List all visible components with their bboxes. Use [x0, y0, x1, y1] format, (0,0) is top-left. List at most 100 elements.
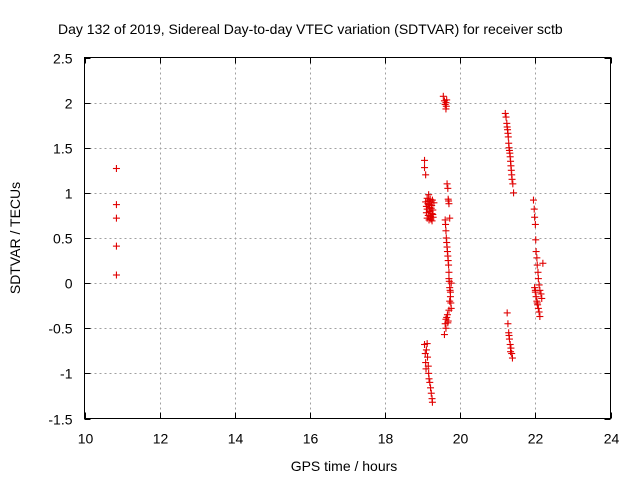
- axis-ticks: [84, 57, 612, 420]
- data-point: [444, 319, 452, 327]
- x-tick-label: 20: [453, 431, 469, 447]
- data-point: [443, 311, 451, 319]
- y-tick-label: -1.5: [48, 412, 72, 428]
- data-point: [427, 389, 435, 397]
- data-point: [112, 214, 120, 222]
- data-point: [502, 113, 510, 121]
- data-point: [536, 313, 544, 321]
- data-point: [447, 279, 455, 287]
- data-point: [532, 293, 540, 301]
- data-point: [428, 210, 436, 218]
- data-point: [428, 217, 436, 225]
- data-point: [426, 378, 434, 386]
- data-point: [440, 331, 448, 339]
- data-point: [532, 236, 540, 244]
- data-point: [537, 290, 545, 298]
- data-point: [445, 200, 453, 208]
- data-point: [508, 354, 516, 362]
- data-point: [442, 227, 450, 235]
- data-point: [425, 375, 433, 383]
- data-point: [439, 92, 447, 100]
- data-point: [529, 196, 537, 204]
- data-point: [535, 308, 543, 316]
- data-point: [531, 220, 539, 228]
- data-point: [505, 331, 513, 339]
- data-point: [422, 346, 430, 354]
- y-axis-label: SDTVAR / TECUs: [7, 182, 23, 294]
- data-point: [504, 133, 512, 141]
- x-tick-label: 14: [228, 431, 244, 447]
- data-point: [534, 268, 542, 276]
- data-point: [112, 242, 120, 250]
- x-tick-label: 24: [604, 431, 620, 447]
- x-tick-labels: 10 12 14 16 18 20 22 24: [78, 431, 620, 447]
- data-points: [112, 92, 547, 406]
- x-tick-label: 12: [153, 431, 169, 447]
- data-point: [112, 271, 120, 279]
- data-point: [504, 320, 512, 328]
- data-point: [443, 180, 451, 188]
- data-point: [424, 353, 432, 361]
- x-tick-label: 10: [78, 431, 94, 447]
- data-point: [429, 206, 437, 214]
- data-point: [427, 384, 435, 392]
- plot-frame: [84, 57, 611, 419]
- data-point: [534, 304, 542, 312]
- data-point: [445, 268, 453, 276]
- y-tick-label: 2.5: [53, 51, 73, 67]
- data-point: [534, 275, 542, 283]
- data-point: [428, 398, 436, 406]
- grid: [84, 57, 611, 419]
- y-tick-label: -0.5: [48, 321, 72, 337]
- y-tick-label: 1: [65, 186, 73, 202]
- data-point: [509, 180, 517, 188]
- y-tick-label: 0.5: [53, 231, 73, 247]
- data-point: [533, 299, 541, 307]
- data-point: [446, 297, 454, 305]
- x-tick-label: 16: [303, 431, 319, 447]
- data-point: [421, 164, 429, 172]
- data-point: [446, 214, 454, 222]
- data-point: [443, 96, 451, 104]
- x-axis-label: GPS time / hours: [291, 458, 398, 474]
- data-point: [441, 100, 449, 108]
- data-point: [422, 359, 430, 367]
- data-point: [423, 340, 431, 348]
- data-point: [442, 324, 450, 332]
- y-tick-label: 2: [65, 96, 73, 112]
- data-point: [508, 350, 516, 358]
- y-tick-label: 0: [65, 276, 73, 292]
- data-point: [421, 156, 429, 164]
- data-point: [429, 213, 437, 221]
- data-point: [532, 248, 540, 256]
- data-point: [421, 350, 429, 358]
- data-point: [530, 205, 538, 213]
- data-point: [430, 199, 438, 207]
- data-point: [445, 261, 453, 269]
- data-point: [503, 309, 511, 317]
- data-point: [444, 184, 452, 192]
- data-point: [501, 109, 509, 117]
- data-point: [510, 189, 518, 197]
- data-point: [442, 102, 450, 110]
- data-point: [539, 259, 547, 267]
- data-point: [422, 171, 430, 179]
- x-tick-label: 18: [378, 431, 394, 447]
- data-point: [531, 213, 539, 221]
- chart-title: Day 132 of 2019, Sidereal Day-to-day VTE…: [58, 21, 563, 37]
- data-point: [112, 201, 120, 209]
- data-point: [535, 281, 543, 289]
- data-point: [533, 254, 541, 262]
- y-tick-labels: -1.5 -1 -0.5 0 0.5 1 1.5 2 2.5: [48, 51, 72, 428]
- data-point: [508, 175, 516, 183]
- data-point: [506, 340, 514, 348]
- data-point: [442, 220, 450, 228]
- data-point: [507, 348, 515, 356]
- y-tick-label: -1: [60, 366, 73, 382]
- data-point: [446, 288, 454, 296]
- data-point: [538, 294, 546, 302]
- y-tick-label: 1.5: [53, 141, 73, 157]
- data-point: [445, 306, 453, 314]
- data-point: [533, 261, 541, 269]
